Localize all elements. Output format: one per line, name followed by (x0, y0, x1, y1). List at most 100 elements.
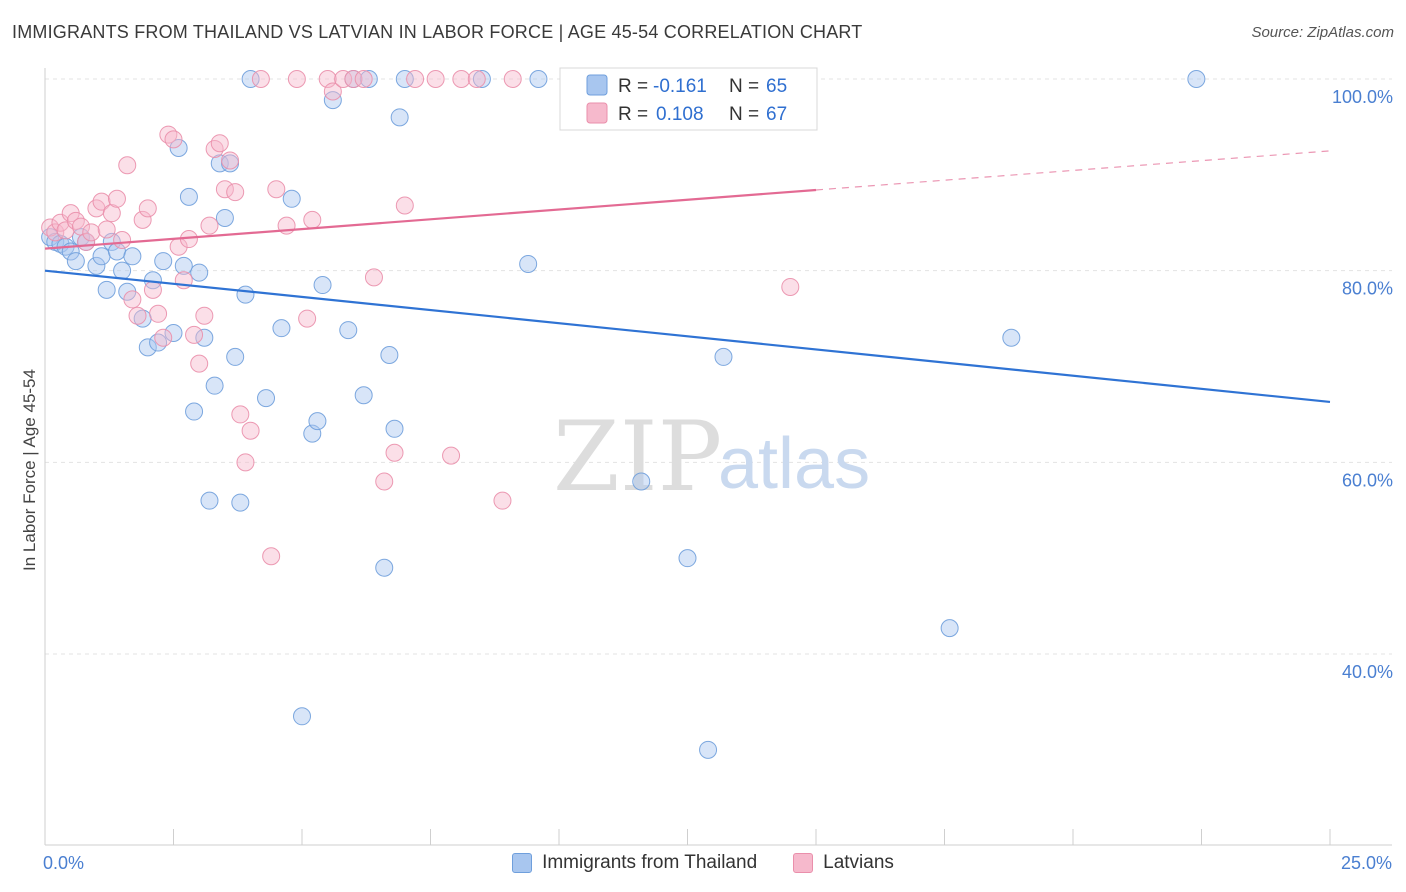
data-point-thailand (359, 70, 378, 88)
data-point-thailand (472, 70, 491, 88)
legend-label-thailand: Immigrants from Thailand (542, 852, 758, 873)
data-point-thailand (714, 347, 733, 366)
data-point-thailand (272, 319, 291, 338)
data-point-thailand (313, 276, 332, 295)
data-point-thailand (174, 256, 193, 275)
data-point-thailand (293, 707, 311, 726)
data-point-thailand (215, 208, 234, 227)
data-point-latvians (426, 70, 445, 88)
data-point-thailand (385, 419, 404, 438)
data-point-thailand (236, 285, 255, 304)
legend-n-label-thailand: N = (729, 76, 759, 97)
data-point-latvians (128, 306, 147, 325)
data-point-thailand (257, 389, 276, 408)
data-point-thailand (231, 493, 250, 512)
data-point-latvians (97, 220, 116, 239)
trend-line-latvians (44, 188, 817, 250)
data-point-latvians (210, 134, 229, 153)
data-point-thailand (200, 491, 219, 510)
data-point-thailand (179, 187, 198, 206)
data-point-latvians (287, 70, 306, 88)
y-tick-label: 60.0% (1342, 470, 1393, 490)
data-point-thailand (190, 263, 209, 282)
data-point-thailand (169, 139, 188, 157)
legend-n-value-latvians: 67 (766, 104, 787, 125)
data-point-latvians (503, 70, 522, 88)
data-point-thailand (226, 347, 245, 366)
data-point-thailand (210, 154, 229, 173)
data-point-latvians (221, 151, 240, 170)
data-point-latvians (375, 472, 394, 491)
data-point-latvians (185, 325, 204, 344)
data-point-latvians (195, 306, 214, 325)
data-point-thailand (699, 740, 718, 759)
legend-n-value-thailand: 65 (766, 76, 787, 97)
data-point-latvians (236, 453, 255, 472)
data-point-thailand (390, 108, 409, 127)
data-point-latvians (92, 192, 111, 211)
data-point-latvians (334, 70, 353, 88)
data-point-latvians (231, 405, 250, 424)
data-point-latvians (303, 210, 322, 229)
data-point-latvians (149, 304, 168, 323)
data-point-latvians (781, 277, 800, 296)
data-point-thailand (92, 247, 111, 266)
legend-item-latvians[interactable]: Latvians (793, 852, 894, 874)
data-point-thailand (205, 376, 224, 395)
data-point-latvians (118, 156, 137, 175)
data-point-thailand (519, 254, 538, 273)
data-point-latvians (323, 82, 342, 101)
data-point-thailand (632, 472, 651, 491)
data-points (41, 70, 1206, 759)
data-point-latvians (452, 70, 471, 88)
legend-swatch-latvians (793, 853, 814, 873)
data-point-thailand (354, 386, 373, 405)
x-tick-label: 0.0% (43, 853, 84, 873)
data-point-latvians (241, 421, 260, 440)
series-legend: Immigrants from Thailand Latvians (0, 852, 1406, 874)
watermark-atlas: atlas (718, 424, 870, 504)
data-point-thailand (87, 256, 106, 275)
data-point-latvians (41, 218, 60, 237)
data-point-thailand (308, 412, 327, 431)
data-point-thailand (282, 189, 301, 208)
data-point-thailand (123, 247, 142, 266)
data-point-latvians (385, 443, 404, 462)
data-point-latvians (133, 210, 152, 229)
data-point-latvians (344, 70, 363, 88)
data-point-thailand (113, 261, 132, 280)
axes (44, 68, 1392, 846)
data-point-latvians (164, 130, 183, 149)
data-point-latvians (107, 189, 126, 208)
legend-r-value-thailand: -0.161 (653, 76, 707, 97)
data-point-latvians (354, 70, 373, 88)
data-point-latvians (82, 223, 101, 242)
data-point-latvians (102, 204, 121, 223)
data-point-latvians (205, 139, 224, 158)
legend-swatch-latvians (586, 102, 608, 124)
data-point-latvians (442, 446, 461, 465)
data-point-thailand (380, 346, 399, 364)
data-point-thailand (66, 252, 85, 271)
tick-labels: 100.0% 80.0% 60.0% 40.0% 0.0% 25.0% (43, 87, 1393, 873)
data-point-thailand (1002, 328, 1021, 347)
data-point-thailand (339, 321, 358, 340)
data-point-latvians (364, 268, 383, 287)
data-point-latvians (395, 196, 414, 215)
data-point-thailand (395, 70, 414, 88)
legend-swatch-thailand (586, 74, 608, 96)
data-point-thailand (678, 549, 697, 568)
watermark: ZIP atlas (553, 401, 870, 513)
trend-line-thailand (44, 269, 1331, 404)
chart-title: IMMIGRANTS FROM THAILAND VS LATVIAN IN L… (12, 22, 863, 42)
legend-r-label-latvians: R = (618, 104, 648, 125)
data-point-thailand (97, 280, 116, 299)
y-tick-label: 40.0% (1342, 662, 1393, 682)
data-point-latvians (66, 211, 85, 230)
data-point-latvians (226, 183, 245, 202)
data-point-thailand (375, 558, 394, 577)
legend-label-latvians: Latvians (823, 852, 894, 873)
data-point-latvians (298, 309, 317, 328)
legend-item-thailand[interactable]: Immigrants from Thailand (512, 852, 757, 874)
